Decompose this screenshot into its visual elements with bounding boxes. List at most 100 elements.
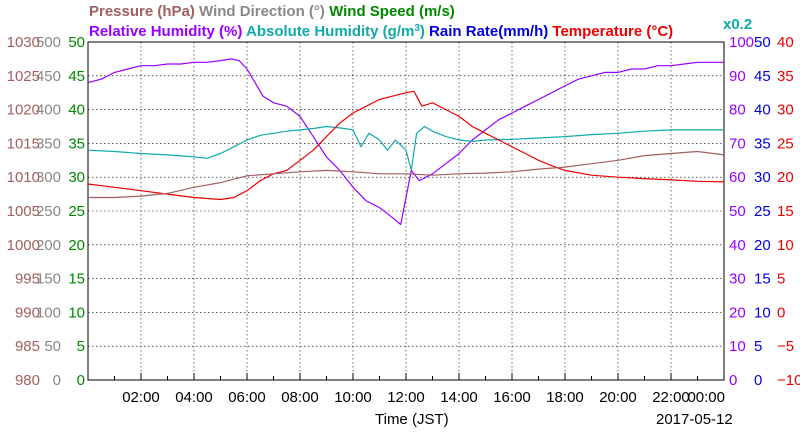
wind-direction-tick-label: 250: [36, 203, 61, 220]
wind-direction-tick-label: 450: [36, 68, 61, 85]
legend-entry: Rain Rate(mm/h): [425, 23, 548, 40]
rain-rate-tick-label: 0: [754, 372, 762, 389]
wind-speed-tick-label: 35: [68, 135, 85, 152]
wind-speed-tick-label: 15: [68, 271, 85, 288]
x-tick-label: 20:00: [599, 389, 637, 406]
pressure-tick-label: 990: [15, 304, 40, 321]
relative-humidity-tick-label: 100: [729, 34, 754, 51]
wind-direction-tick-label: 500: [36, 34, 61, 51]
series-line-pressure-hpa-: [88, 150, 725, 199]
legend-entry: Wind Speed (m/s): [325, 3, 455, 20]
pressure-tick-label: 995: [15, 271, 40, 288]
legend-entry: Absolute Humidity (g/m: [242, 23, 414, 40]
legend-entry: Relative Humidity (%): [89, 23, 242, 40]
temperature-tick-label: 30: [777, 102, 794, 119]
wind-speed-tick-label: 45: [68, 68, 85, 85]
grid-lines: [88, 42, 724, 380]
x-tick-label: 12:00: [387, 389, 425, 406]
temperature-axis: 40 35 30 25 20 15 10 5 0 −5 −10: [777, 34, 800, 389]
temperature-tick-label: −10: [777, 372, 800, 389]
pressure-tick-label: 1030: [7, 34, 40, 51]
wind-direction-tick-label: 100: [36, 304, 61, 321]
x-tick-label: 14:00: [440, 389, 478, 406]
wind-speed-tick-label: 10: [68, 304, 85, 321]
series-line-relative-humidity-: [87, 58, 724, 226]
svg-text:Relative Humidity (%) Absolut: Relative Humidity (%) Absolute Humidity …: [89, 23, 673, 41]
series-lines: [87, 58, 725, 226]
temperature-tick-label: 25: [777, 135, 794, 152]
temperature-tick-label: 20: [777, 169, 794, 186]
wind-speed-tick-label: 50: [68, 34, 85, 51]
svg-text:Pressure (hPa) Wind Direction: Pressure (hPa) Wind Direction (°) Wind S…: [89, 3, 455, 20]
temperature-tick-label: 35: [777, 68, 794, 85]
relative-humidity-tick-label: 40: [729, 237, 746, 254]
legend-entry: Temperature (°C): [548, 23, 673, 40]
relative-humidity-tick-label: 30: [729, 271, 746, 288]
relative-humidity-tick-label: 70: [729, 135, 746, 152]
series-line-temperature-c-: [87, 90, 725, 201]
x-tick-label: 06:00: [228, 389, 266, 406]
x-axis-ticks: 02:00 04:00 06:00 08:00 10:00 12:00 14:00 16:00…: [114, 373, 725, 406]
temperature-tick-label: 15: [777, 203, 794, 220]
x-tick-label: 08:00: [281, 389, 319, 406]
pressure-tick-label: 1010: [7, 169, 40, 186]
rain-rate-tick-label: 50: [754, 34, 771, 51]
pressure-tick-label: 1005: [7, 203, 40, 220]
legend-row-2: Relative Humidity (%) Absolute Humidity …: [89, 23, 673, 41]
x-tick-label: 16:00: [493, 389, 531, 406]
pressure-tick-label: 980: [15, 372, 40, 389]
temperature-tick-label: −5: [777, 338, 794, 355]
wind-direction-tick-label: 150: [36, 271, 61, 288]
relative-humidity-tick-label: 20: [729, 304, 746, 321]
wind-speed-tick-label: 40: [68, 102, 85, 119]
wind-direction-tick-label: 400: [36, 102, 61, 119]
legend-entry-close: ): [420, 23, 425, 40]
wind-direction-tick-label: 50: [44, 338, 61, 355]
temperature-tick-label: 5: [777, 271, 785, 288]
series-line-absolute-humidity-g-m3-: [87, 125, 724, 171]
wind-direction-tick-label: 200: [36, 237, 61, 254]
relative-humidity-tick-label: 90: [729, 68, 746, 85]
rain-rate-tick-label: 35: [754, 135, 771, 152]
x-tick-label: 04:00: [175, 389, 213, 406]
wind-speed-tick-label: 30: [68, 169, 85, 186]
rain-rate-tick-label: 30: [754, 169, 771, 186]
relative-humidity-tick-label: 60: [729, 169, 746, 186]
rain-rate-tick-label: 20: [754, 237, 771, 254]
pressure-axis: 1030 1025 1020 1015 1010 1005 1000 995 990 985 980: [7, 34, 40, 389]
rain-rate-tick-label: 25: [754, 203, 771, 220]
pressure-tick-label: 1015: [7, 135, 40, 152]
legend-entry: Pressure (hPa): [89, 3, 195, 20]
rain-rate-tick-label: 10: [754, 304, 771, 321]
rain-rate-tick-label: 5: [754, 338, 762, 355]
x-tick-label: 00:00: [687, 389, 725, 406]
date-label: 2017-05-12: [656, 411, 733, 428]
legend-entry: Wind Direction (°): [195, 3, 325, 20]
rain-rate-tick-label: 40: [754, 102, 771, 119]
wind-speed-tick-label: 20: [68, 237, 85, 254]
wind-direction-tick-label: 350: [36, 135, 61, 152]
pressure-tick-label: 985: [15, 338, 40, 355]
rain-rate-tick-label: 15: [754, 271, 771, 288]
relative-humidity-tick-label: 0: [729, 372, 737, 389]
temperature-tick-label: 10: [777, 237, 794, 254]
relative-humidity-tick-label: 10: [729, 338, 746, 355]
wind-speed-tick-label: 0: [77, 372, 85, 389]
x-tick-label: 10:00: [334, 389, 372, 406]
relative-humidity-tick-label: 80: [729, 102, 746, 119]
x-tick-label: 22:00: [652, 389, 690, 406]
x-tick-label: 02:00: [122, 389, 160, 406]
pressure-tick-label: 1000: [7, 237, 40, 254]
wind-direction-tick-label: 300: [36, 169, 61, 186]
legend-superscript: 3: [414, 23, 420, 34]
rain-rate-tick-label: 45: [754, 68, 771, 85]
x-tick-label: 18:00: [546, 389, 584, 406]
pressure-tick-label: 1020: [7, 102, 40, 119]
relative-humidity-tick-label: 50: [729, 203, 746, 220]
x-axis-label: Time (JST): [375, 411, 449, 428]
pressure-tick-label: 1025: [7, 68, 40, 85]
legend-row-1: Pressure (hPa) Wind Direction (°) Wind S…: [89, 3, 455, 20]
